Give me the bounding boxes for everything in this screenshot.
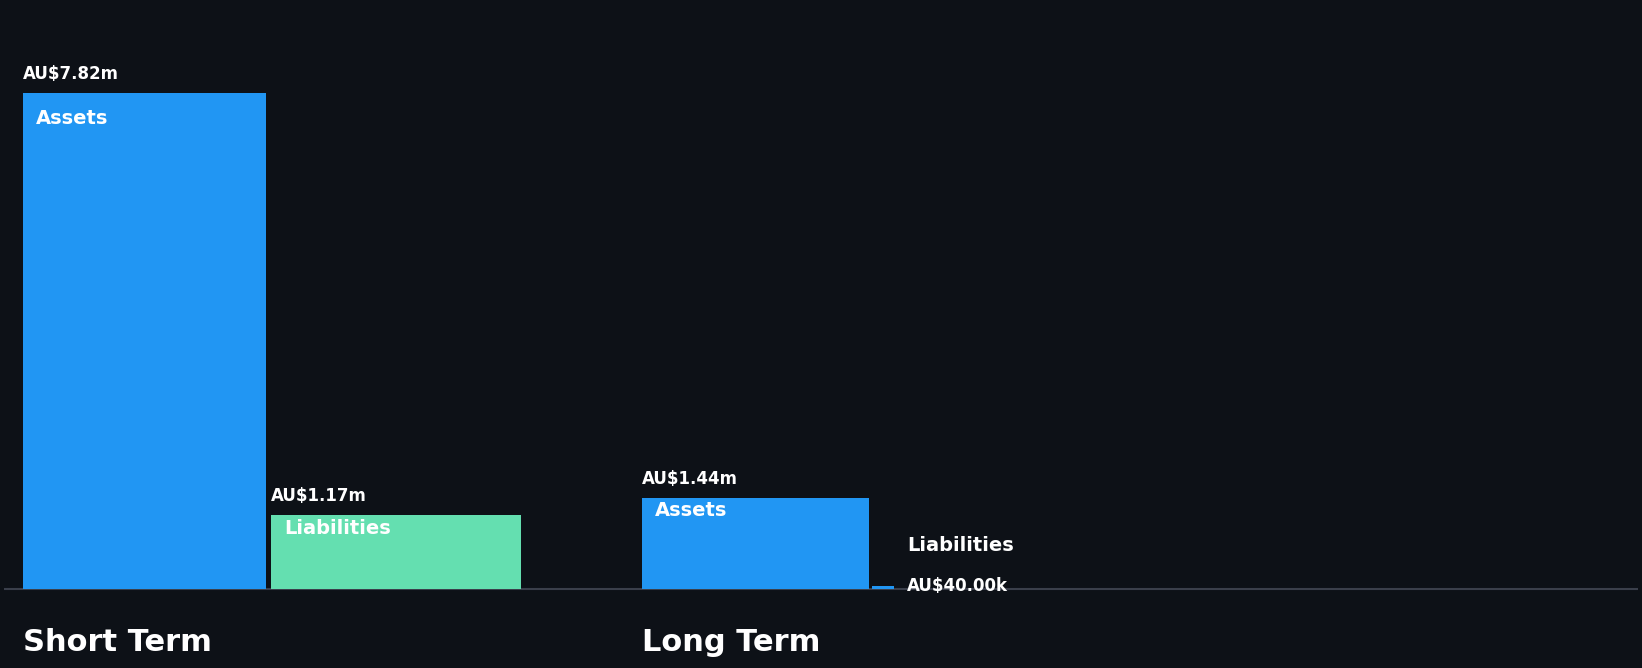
- Text: Assets: Assets: [36, 109, 108, 128]
- Text: AU$1.17m: AU$1.17m: [271, 487, 368, 505]
- Text: AU$7.82m: AU$7.82m: [23, 65, 118, 84]
- Text: Short Term: Short Term: [23, 629, 212, 657]
- Text: Liabilities: Liabilities: [284, 518, 391, 538]
- Bar: [271, 515, 521, 589]
- Bar: [872, 587, 893, 589]
- Text: AU$1.44m: AU$1.44m: [642, 470, 739, 488]
- Text: Assets: Assets: [655, 502, 727, 520]
- Text: Liabilities: Liabilities: [906, 536, 1013, 555]
- Bar: [642, 498, 869, 589]
- Bar: [23, 94, 266, 589]
- Text: Long Term: Long Term: [642, 629, 821, 657]
- Text: AU$40.00k: AU$40.00k: [906, 578, 1008, 595]
